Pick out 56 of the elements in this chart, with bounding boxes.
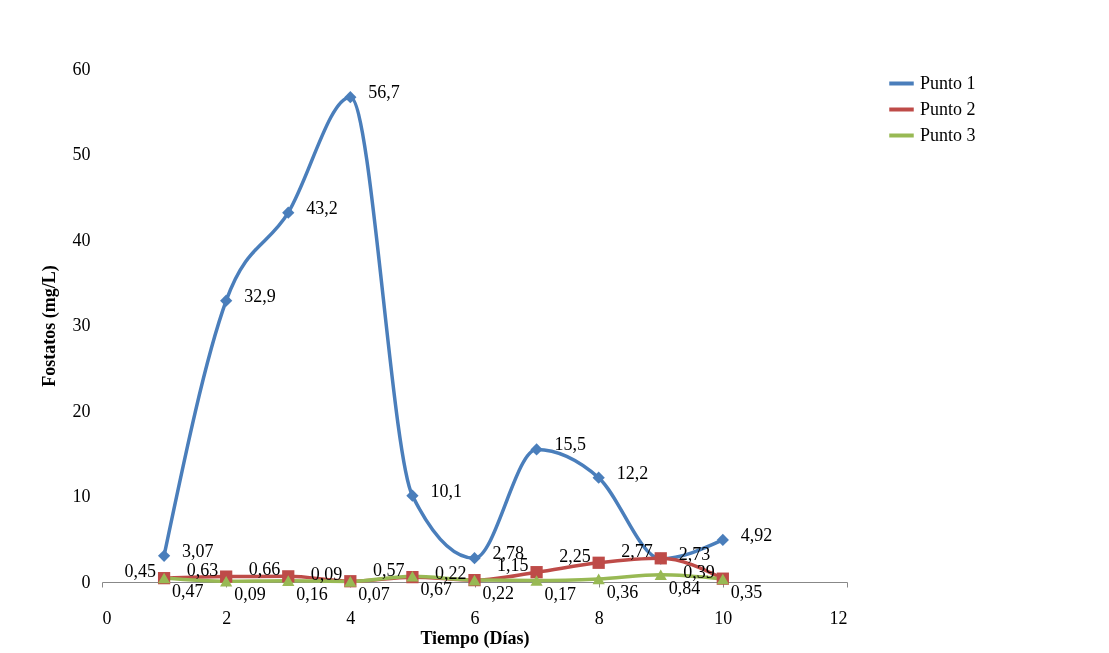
- data-label: 0,57: [372, 560, 405, 581]
- y-tick-label: 20: [72, 400, 91, 421]
- data-label: 12,2: [616, 462, 649, 483]
- data-label: 3,07: [182, 540, 214, 561]
- data-label: 0,09: [234, 584, 266, 605]
- x-tick-label: 8: [594, 607, 604, 628]
- point: [592, 471, 605, 484]
- point: [530, 443, 543, 456]
- x-tick-label: 6: [470, 607, 480, 628]
- data-label: 0,16: [296, 583, 328, 604]
- y-axis-title: Fostatos (mg/L): [38, 265, 60, 387]
- data-label: 56,7: [368, 82, 400, 103]
- y-tick-label: 10: [72, 486, 91, 506]
- point: [406, 489, 419, 502]
- data-label: 0,36: [606, 581, 639, 602]
- y-tick-label: 30: [72, 315, 91, 335]
- point: [157, 549, 171, 562]
- legend-label: Punto 2: [920, 98, 976, 119]
- point: [654, 569, 667, 581]
- point: [592, 573, 605, 585]
- point: [530, 566, 543, 579]
- data-label: 43,2: [306, 197, 338, 218]
- point: [220, 294, 233, 307]
- x-tick-label: 0: [102, 607, 112, 628]
- point: [282, 206, 295, 219]
- x-axis-title: Tiempo (Días): [420, 627, 530, 649]
- point: [220, 575, 233, 587]
- data-label: 0,47: [172, 580, 204, 601]
- data-label: 0,45: [124, 561, 157, 582]
- data-label: 10,1: [430, 480, 462, 501]
- data-label: 32,9: [244, 285, 276, 306]
- data-label: 2,25: [559, 545, 591, 566]
- data-label: 0,66: [248, 559, 281, 580]
- legend-label: Punto 3: [920, 124, 976, 145]
- x-tick-label: 12: [829, 607, 848, 628]
- point: [344, 91, 357, 104]
- point: [468, 552, 481, 565]
- point: [282, 575, 295, 586]
- point: [716, 533, 729, 547]
- y-tick-label: 0: [81, 571, 91, 592]
- point: [592, 556, 605, 569]
- data-label: 0,07: [358, 584, 390, 605]
- x-tick-label: 4: [346, 607, 356, 628]
- legend-label: Punto 1: [920, 72, 976, 93]
- point: [530, 575, 543, 586]
- data-label: 4,92: [740, 524, 773, 545]
- data-label: 0,63: [186, 559, 219, 580]
- data-label: 0,35: [730, 582, 763, 603]
- data-label: 0,17: [544, 583, 577, 604]
- x-tick-label: 2: [222, 607, 232, 628]
- y-tick-label: 50: [72, 144, 91, 164]
- data-label: 15,5: [554, 434, 587, 455]
- x-tick-label: 10: [714, 607, 733, 628]
- y-tick-label: 60: [72, 58, 91, 79]
- y-tick-label: 40: [72, 229, 91, 250]
- data-label: 0,22: [482, 583, 514, 604]
